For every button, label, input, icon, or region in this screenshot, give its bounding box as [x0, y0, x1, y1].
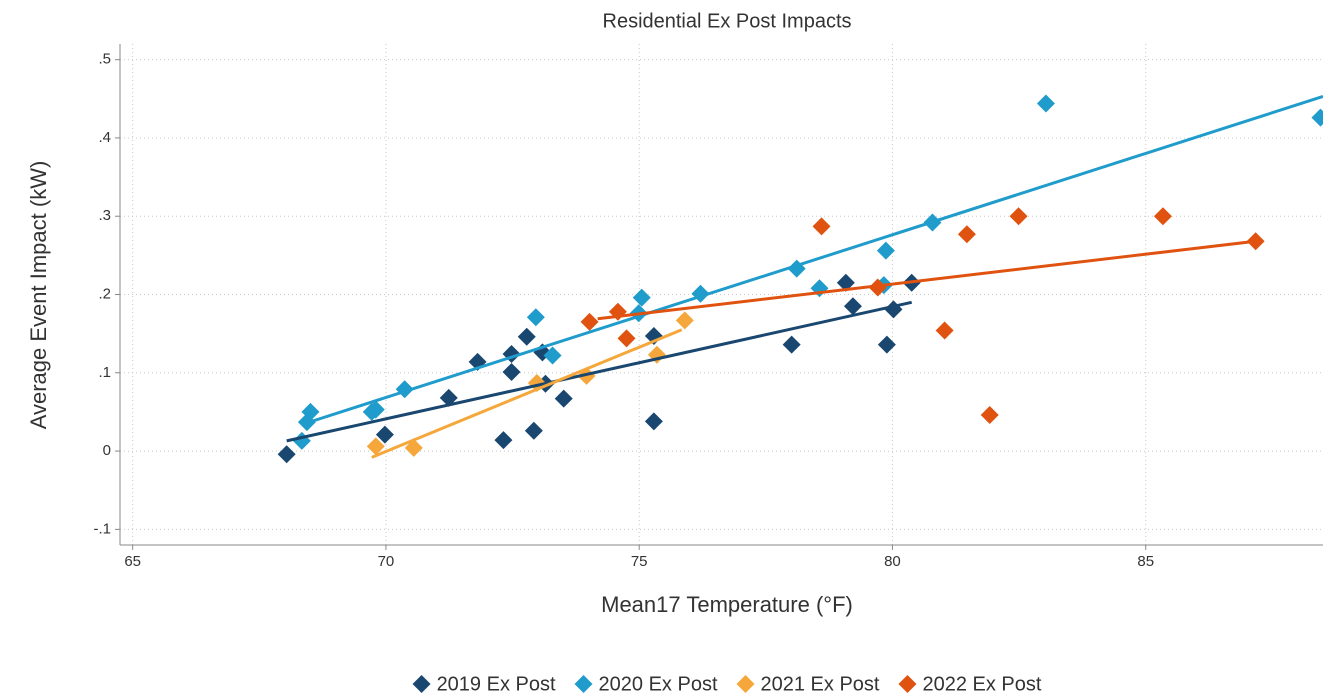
point [675, 311, 694, 330]
point [554, 389, 573, 408]
fit-line [286, 300, 913, 443]
fit-line [597, 239, 1256, 321]
y-tick-label: 0 [103, 442, 111, 459]
point [517, 327, 536, 346]
point [526, 308, 545, 327]
point [543, 346, 562, 365]
point [1153, 207, 1172, 226]
legend-item: 2020 Ex Post [574, 673, 718, 695]
point [502, 362, 521, 381]
x-tick-label: 85 [1137, 553, 1154, 570]
point [935, 321, 954, 340]
y-tick-label: .3 [98, 207, 111, 224]
point [494, 431, 513, 450]
point [877, 335, 896, 354]
legend-label: 2019 Ex Post [437, 673, 556, 695]
point [876, 241, 895, 260]
point [782, 335, 801, 354]
legend-label: 2021 Ex Post [761, 673, 880, 695]
fit-line [306, 95, 1323, 425]
point [617, 329, 636, 348]
legend-marker [412, 675, 431, 693]
point [366, 437, 385, 456]
point [1311, 108, 1323, 127]
fit-line [371, 328, 683, 459]
y-tick-label: .2 [98, 285, 111, 302]
point [1009, 207, 1028, 226]
point [277, 445, 296, 464]
point [580, 312, 599, 331]
legend-item: 2022 Ex Post [898, 673, 1042, 695]
y-axis-label: Average Event Impact (kW) [26, 161, 51, 430]
series [277, 273, 921, 464]
x-tick-label: 65 [124, 553, 141, 570]
point [843, 297, 862, 316]
y-tick-label: -.1 [93, 520, 111, 537]
legend-item: 2021 Ex Post [736, 673, 880, 695]
point [1036, 94, 1055, 113]
point [366, 400, 385, 419]
legend-marker [736, 675, 755, 693]
legend-label: 2020 Ex Post [599, 673, 718, 695]
point [632, 288, 651, 307]
point [836, 273, 855, 292]
x-tick-label: 75 [631, 553, 648, 570]
point [524, 421, 543, 440]
y-tick-label: .4 [98, 129, 111, 146]
legend: 2019 Ex Post 2020 Ex Post 2021 Ex Post 2022… [412, 673, 1042, 695]
x-axis-label: Mean17 Temperature (°F) [601, 592, 853, 617]
series [292, 94, 1323, 450]
x-tick-label: 80 [884, 553, 901, 570]
point [812, 217, 831, 236]
point [644, 412, 663, 431]
chart-title: Residential Ex Post Impacts [603, 10, 852, 32]
point [980, 406, 999, 425]
point [375, 425, 394, 444]
y-tick-label: .1 [98, 364, 111, 381]
y-tick-label: .5 [98, 51, 111, 68]
legend-item: 2019 Ex Post [412, 673, 556, 695]
legend-label: 2022 Ex Post [922, 673, 1041, 695]
point [868, 278, 887, 297]
point [301, 402, 320, 421]
x-tick-label: 70 [378, 553, 395, 570]
point [439, 388, 458, 407]
point [884, 300, 903, 319]
legend-marker [898, 675, 917, 693]
legend-marker [574, 675, 593, 693]
point [957, 225, 976, 244]
